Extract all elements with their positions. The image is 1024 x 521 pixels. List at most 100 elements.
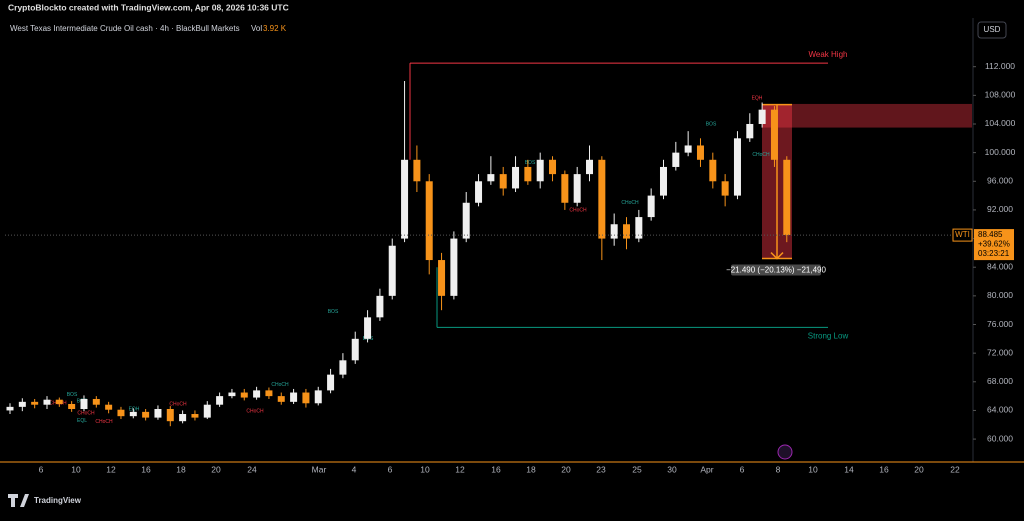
change: +39.62%: [978, 240, 1010, 249]
candle-body: [709, 159, 717, 182]
annotation: BOS: [525, 160, 536, 166]
candle-body: [179, 414, 187, 422]
candle-body: [55, 399, 63, 404]
annotation: CHoCH: [569, 207, 587, 213]
x-tick-label: 23: [596, 464, 606, 474]
candle-body: [659, 166, 667, 196]
candle-body: [339, 360, 347, 375]
x-tick-label: 6: [740, 464, 745, 474]
candle-body: [31, 401, 39, 405]
candle-body: [6, 406, 14, 411]
x-tick-label: 18: [526, 464, 536, 474]
x-tick-label: 6: [39, 464, 44, 474]
y-tick-label: 72.000: [987, 347, 1013, 357]
candle-body: [253, 390, 261, 398]
x-tick-label: 20: [914, 464, 924, 474]
last-price: 88.485: [978, 230, 1003, 239]
y-tick-label: 100.000: [985, 147, 1016, 157]
candle-body: [475, 181, 483, 203]
candle-body: [142, 411, 150, 418]
candle-body: [364, 317, 372, 339]
x-tick-label: 25: [632, 464, 642, 474]
x-tick-label: 30: [667, 464, 677, 474]
x-tick-label: 18: [176, 464, 186, 474]
candle-body: [586, 159, 594, 175]
candle-body: [413, 159, 421, 182]
currency-button[interactable]: [977, 21, 1007, 39]
candle-body: [117, 409, 125, 417]
y-tick-label: 112.000: [985, 61, 1015, 71]
candle-body: [783, 159, 791, 235]
y-tick-label: 104.000: [985, 118, 1016, 128]
measure-label: −21.490 (−20.13%) −21,490: [726, 266, 826, 275]
supply-zone: [762, 103, 972, 128]
candle-body: [758, 109, 766, 124]
annotation: EQH: [752, 96, 763, 102]
candle-body: [512, 166, 520, 189]
candle-body: [351, 338, 359, 361]
candle-body: [770, 109, 778, 160]
candle-body: [549, 159, 557, 175]
y-tick-label: 108.000: [985, 90, 1016, 100]
candle-body: [216, 396, 224, 405]
candle-body: [191, 414, 199, 418]
annotation: CHoCH: [752, 152, 770, 158]
x-tick-label: 16: [491, 464, 501, 474]
candle-body: [425, 181, 433, 261]
y-tick-label: 60.000: [987, 433, 1013, 443]
measure-arrow-head: [770, 252, 784, 260]
candle-body: [672, 152, 680, 167]
currency[interactable]: USD: [984, 25, 1001, 34]
event-icon[interactable]: [777, 444, 793, 460]
candle-body: [610, 224, 618, 239]
candle-body: [561, 174, 569, 203]
x-tick-label: 12: [455, 464, 465, 474]
header: CryptoBlockto created with TradingView.c…: [8, 2, 289, 12]
x-tick-label: 22: [950, 464, 960, 474]
volume-value: 3.92 K: [263, 24, 287, 33]
candle-body: [598, 159, 606, 239]
candle-body: [240, 392, 248, 398]
candle-body: [536, 159, 544, 182]
price-box: [974, 229, 1014, 261]
candle-body: [524, 166, 532, 182]
candle-body: [314, 390, 322, 404]
measure-label-bg: [731, 264, 821, 276]
candle-body: [401, 159, 409, 239]
x-tick-label: 12: [106, 464, 116, 474]
candle-body: [203, 404, 211, 418]
annotation: EQH: [129, 406, 140, 412]
volume-label: Vol: [251, 24, 262, 33]
y-tick-label: 92.000: [987, 204, 1013, 214]
candle-body: [302, 392, 310, 404]
annotation: CHoCH: [95, 419, 113, 425]
candle-body: [154, 409, 162, 418]
annotation: CHoCH: [271, 382, 289, 388]
x-tick-label: Mar: [312, 464, 327, 474]
candle-body: [573, 174, 581, 203]
x-tick-label: 6: [388, 464, 393, 474]
x-tick-label: 24: [247, 464, 257, 474]
candle-body: [68, 403, 76, 410]
candle-body: [487, 174, 495, 182]
annotation: CHoCH: [621, 200, 639, 206]
candle-body: [647, 195, 655, 218]
candle-body: [623, 224, 630, 239]
candle-body: [80, 398, 88, 410]
candle-body: [277, 396, 285, 402]
x-tick-label: Apr: [700, 464, 713, 474]
candle-body: [499, 174, 507, 189]
x-tick-label: 20: [211, 464, 221, 474]
level-label: Weak High: [809, 50, 848, 59]
y-tick-label: 96.000: [987, 176, 1013, 186]
logo-icon: [8, 494, 29, 507]
x-tick-label: 16: [879, 464, 889, 474]
x-tick-label: 8: [776, 464, 781, 474]
chart-title: West Texas Intermediate Crude Oil cash ·…: [10, 24, 240, 33]
candle-body: [450, 238, 458, 296]
y-tick-label: 68.000: [987, 376, 1013, 386]
candle-body: [746, 123, 754, 139]
candle-body: [43, 399, 51, 405]
